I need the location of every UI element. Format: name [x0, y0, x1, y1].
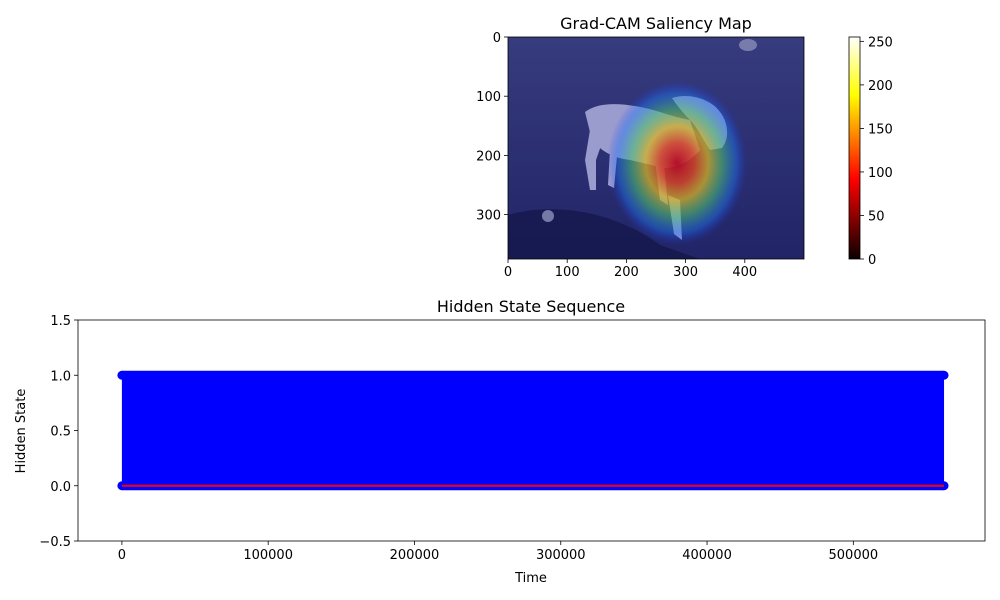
line-x-tick-label: 200000 — [390, 548, 440, 563]
line-x-tick-label: 100000 — [243, 548, 293, 563]
ball — [542, 210, 554, 222]
colorbar-tick-label: 150 — [868, 122, 893, 137]
image-frame — [507, 36, 805, 260]
line-y-tick-label: −0.5 — [39, 535, 71, 550]
image-y-tick-label: 300 — [476, 209, 501, 224]
image-x-axis: 0 100 200 300 400 — [504, 259, 757, 280]
line-y-axis: −0.5 0.0 0.5 1.0 1.5 — [39, 314, 78, 550]
colorbar-tick-label: 250 — [868, 35, 893, 50]
gradcam-title: Grad-CAM Saliency Map — [560, 14, 752, 33]
image-y-tick-label: 200 — [476, 149, 501, 164]
image-x-tick-label: 0 — [504, 265, 512, 280]
image-x-tick-label: 100 — [555, 265, 580, 280]
line-y-tick-label: 0.5 — [50, 425, 71, 440]
colorbar-gradient — [848, 36, 861, 260]
colorbar-axis: 0 50 100 150 200 250 — [860, 35, 893, 268]
image-y-tick-label: 100 — [476, 90, 501, 105]
line-x-tick-label: 0 — [118, 548, 126, 563]
line-x-tick-label: 500000 — [829, 548, 879, 563]
hidden-state-marker — [939, 370, 949, 380]
image-x-tick-label: 400 — [732, 265, 757, 280]
background-object — [739, 39, 757, 51]
image-x-tick-label: 300 — [673, 265, 698, 280]
cam-overlay — [607, 81, 747, 245]
jet-tint — [508, 37, 804, 259]
line-y-tick-label: 1.0 — [50, 369, 71, 384]
line-y-tick-label: 1.5 — [50, 314, 71, 329]
shadow-region — [508, 209, 700, 259]
line-y-tick-label: 0.0 — [50, 480, 71, 495]
line-x-tick-label: 400000 — [682, 548, 732, 563]
line-x-axis: 0 100000 200000 300000 400000 500000 — [118, 541, 878, 563]
image-y-axis: 0 100 200 300 — [476, 31, 508, 224]
image-y-tick-label: 0 — [493, 31, 501, 46]
colorbar-tick-label: 50 — [868, 209, 885, 224]
x-axis-label: Time — [514, 571, 547, 586]
hidden-state-marker — [117, 370, 127, 380]
colorbar-tick-label: 100 — [868, 166, 893, 181]
colorbar-tick-label: 0 — [868, 253, 876, 268]
hidden-state-series — [121, 370, 945, 491]
hidden-state-title: Hidden State Sequence — [437, 297, 625, 316]
hidden-state-panel: Hidden State Sequence 0 100000 200000 30000… — [14, 297, 986, 586]
y-axis-label: Hidden State — [14, 389, 29, 474]
saliency-image — [508, 37, 804, 259]
gradcam-panel: Grad-CAM Saliency Map 0 100 200 300 400 0 100… — [476, 14, 893, 280]
colorbar: 0 50 100 150 200 250 — [848, 35, 893, 268]
colorbar-tick-label: 200 — [868, 79, 893, 94]
series-layer — [117, 370, 949, 491]
line-x-tick-label: 300000 — [536, 548, 586, 563]
image-x-tick-label: 200 — [614, 265, 639, 280]
